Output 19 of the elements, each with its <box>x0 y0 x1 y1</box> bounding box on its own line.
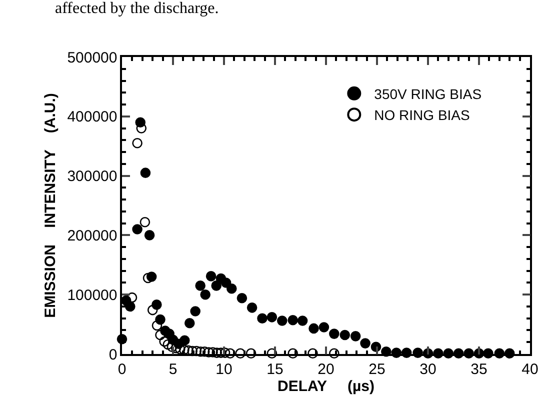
text: affected by the discharge. <box>55 0 219 17</box>
x-tick-label: 30 <box>420 360 436 378</box>
x-tick-label: 5 <box>168 360 178 378</box>
x-tick-label: 35 <box>470 360 488 378</box>
x-tick-label: 40 <box>522 360 538 378</box>
x-tick-label: 20 <box>318 360 334 378</box>
x-tick-label: 25 <box>368 360 386 378</box>
y-tick-label: 100000 <box>67 286 118 304</box>
y-tick-label: 400000 <box>67 108 118 126</box>
y-tick-label: 0 <box>108 346 118 364</box>
y-axis-title: EMISSION INTENSITY (A.U.) <box>42 93 59 318</box>
x-axis-title: DELAY (µs) <box>277 378 375 395</box>
legend-label: NO RING BIAS <box>374 107 470 124</box>
x-tick-label: 10 <box>216 360 232 378</box>
legend-label: 350V RING BIAS <box>374 86 482 102</box>
y-tick-label: 500000 <box>67 49 118 66</box>
y-tick-label: 200000 <box>67 227 118 244</box>
y-tick-label: 300000 <box>67 168 118 186</box>
x-tick-label: 15 <box>266 360 284 378</box>
